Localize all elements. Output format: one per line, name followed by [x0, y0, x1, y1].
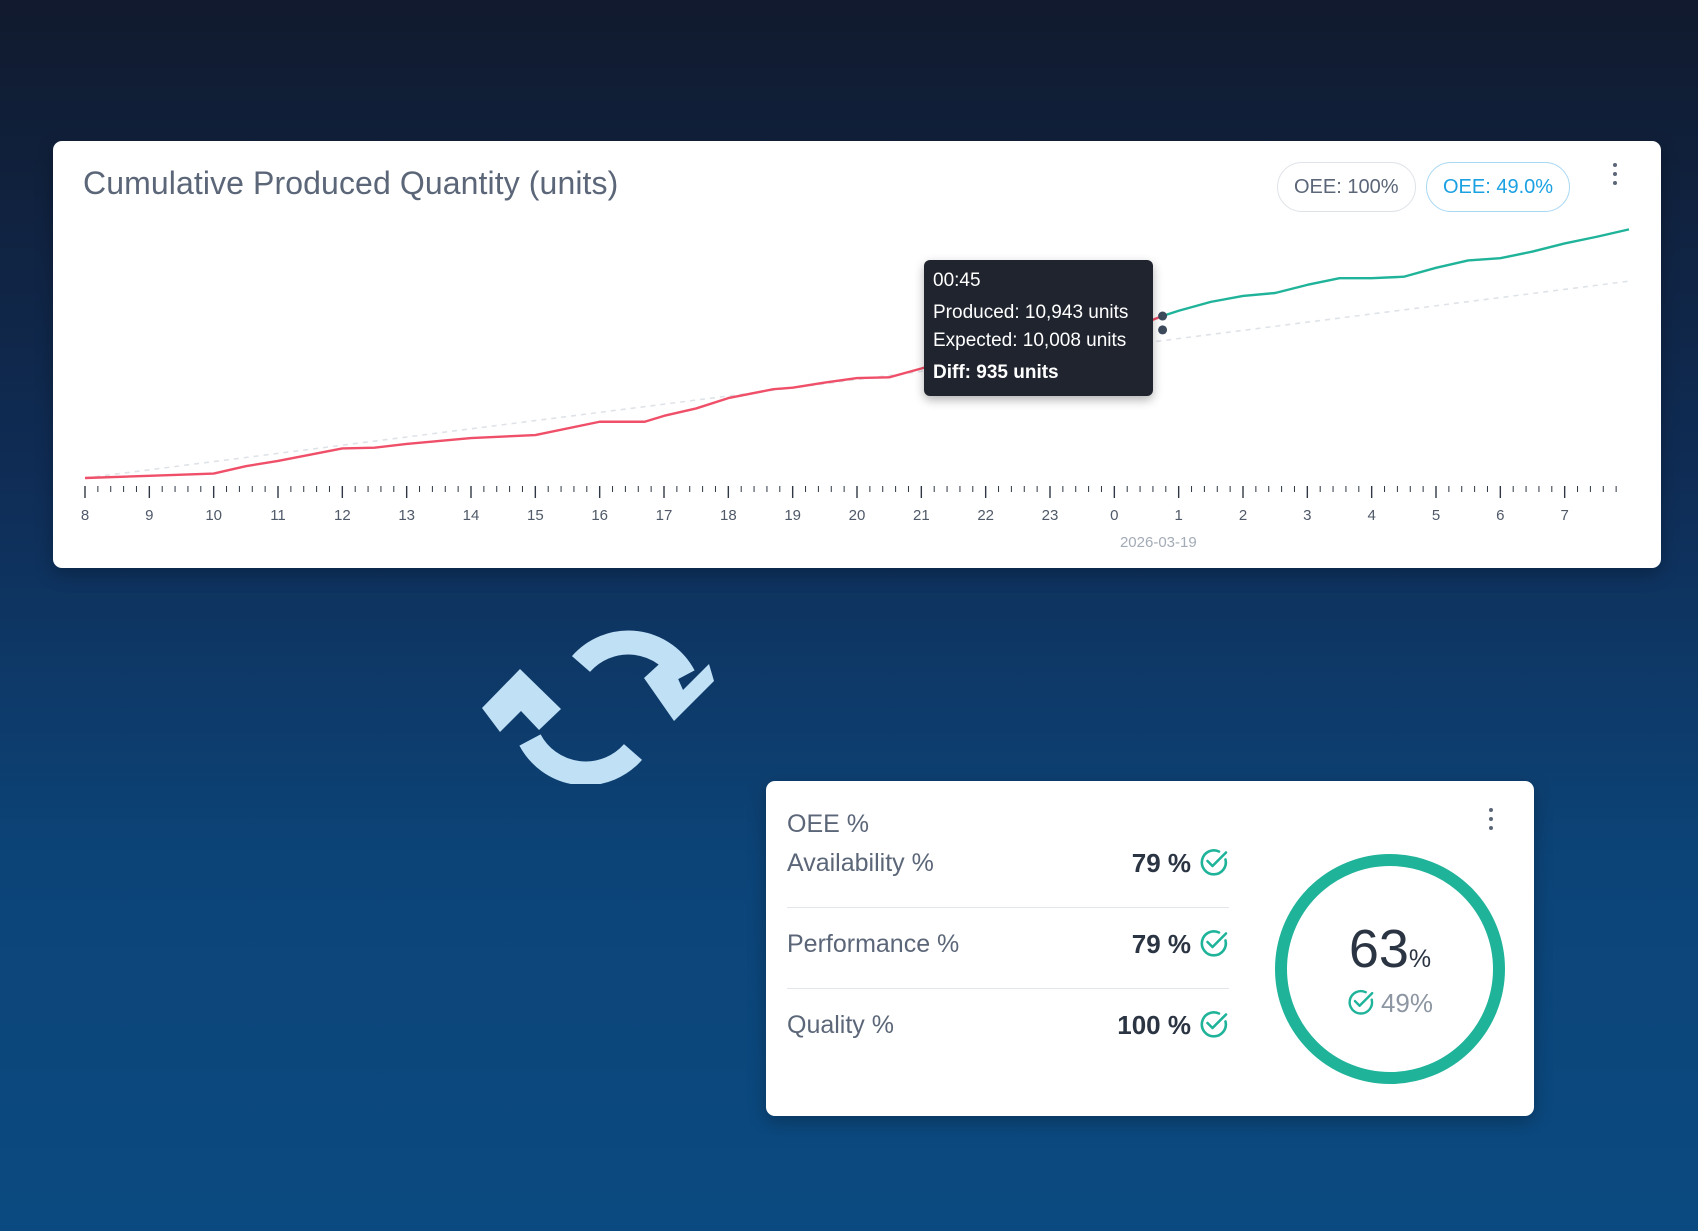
metric-row-availability: Availability % 79 %	[787, 827, 1229, 908]
x-tick-label: 12	[334, 507, 351, 524]
tooltip-time: 00:45	[933, 270, 981, 291]
x-tick-label: 21	[913, 507, 930, 524]
chart-tooltip: 00:45 Produced: 10,943 units Expected: 1…	[924, 260, 1153, 396]
oee-card-title: OEE %	[787, 810, 869, 838]
x-date-label: 2026-03-19	[1120, 534, 1197, 551]
metric-value: 79 %	[1131, 848, 1191, 878]
cumulative-production-card: Cumulative Produced Quantity (units) OEE…	[53, 141, 1661, 568]
check-circle-icon	[1200, 1011, 1228, 1038]
x-tick-label: 7	[1560, 507, 1568, 524]
x-tick-label: 14	[463, 507, 480, 524]
oee-secondary: 49%	[1273, 988, 1507, 1019]
actual-oee-badge[interactable]: OEE: 49.0%	[1426, 162, 1571, 212]
x-tick-label: 10	[205, 507, 222, 524]
produced-line-above-target	[1162, 228, 1630, 318]
x-tick-label: 20	[849, 507, 866, 524]
x-tick-label: 2	[1239, 507, 1247, 524]
metric-label: Availability %	[787, 849, 934, 877]
x-tick-label: 11	[270, 507, 286, 524]
x-tick-label: 16	[591, 507, 608, 524]
x-tick-label: 8	[81, 507, 89, 524]
kebab-menu-icon[interactable]	[1606, 163, 1624, 193]
x-tick-label: 18	[720, 507, 737, 524]
x-tick-label: 1	[1174, 507, 1182, 524]
check-circle-icon	[1348, 989, 1374, 1015]
x-tick-label: 23	[1042, 507, 1059, 524]
oee-unit: %	[1408, 945, 1432, 973]
metric-value: 100 %	[1117, 1010, 1191, 1040]
oee-card: OEE % Availability % 79 % Performance % …	[766, 781, 1534, 1116]
expected-hover-marker	[1158, 325, 1168, 335]
metric-label: Performance %	[787, 930, 960, 958]
x-tick-label: 15	[527, 507, 544, 524]
check-circle-icon	[1200, 849, 1228, 876]
oee-value: 63	[1348, 919, 1409, 979]
chart-title: Cumulative Produced Quantity (units)	[83, 165, 619, 201]
produced-hover-marker	[1158, 311, 1168, 321]
x-tick-label: 6	[1496, 507, 1504, 524]
cumulative-line-chart[interactable]: 8 9 10 11 12 13 14 15 16 17 18 19 20 21 22 23 0 1 2 3 4 5 6 720…	[53, 141, 1661, 568]
x-tick-label: 19	[784, 507, 801, 524]
metric-row-performance: Performance % 79 %	[787, 908, 1229, 989]
check-circle-icon	[1200, 930, 1228, 957]
metric-row-quality: Quality % 100 %	[787, 989, 1229, 1070]
tooltip-diff: Diff: 935 units	[933, 362, 1059, 383]
x-tick-label: 5	[1432, 507, 1440, 524]
x-tick-label: 13	[398, 507, 415, 524]
tooltip-produced: Produced: 10,943 units	[933, 302, 1129, 323]
metric-label: Quality %	[787, 1011, 894, 1039]
x-tick-label: 4	[1367, 507, 1375, 524]
tooltip-expected: Expected: 10,008 units	[933, 330, 1127, 351]
oee-gauge-ring	[1275, 854, 1505, 1084]
target-oee-badge[interactable]: OEE: 100%	[1277, 162, 1416, 212]
refresh-icon	[482, 630, 714, 784]
x-tick-label: 22	[977, 507, 994, 524]
x-tick-label: 17	[656, 507, 673, 524]
oee-kebab-menu-icon[interactable]	[1482, 808, 1500, 838]
oee-gauge-value: 63%	[1273, 918, 1507, 980]
metric-value: 79 %	[1131, 929, 1191, 959]
x-tick-label: 0	[1110, 507, 1118, 524]
oee-gauge: 63% 49%	[1273, 852, 1507, 1086]
x-tick-label: 9	[145, 507, 153, 524]
x-tick-label: 3	[1303, 507, 1311, 524]
expected-line	[84, 280, 1630, 479]
oee-secondary-value: 49%	[1380, 988, 1434, 1018]
